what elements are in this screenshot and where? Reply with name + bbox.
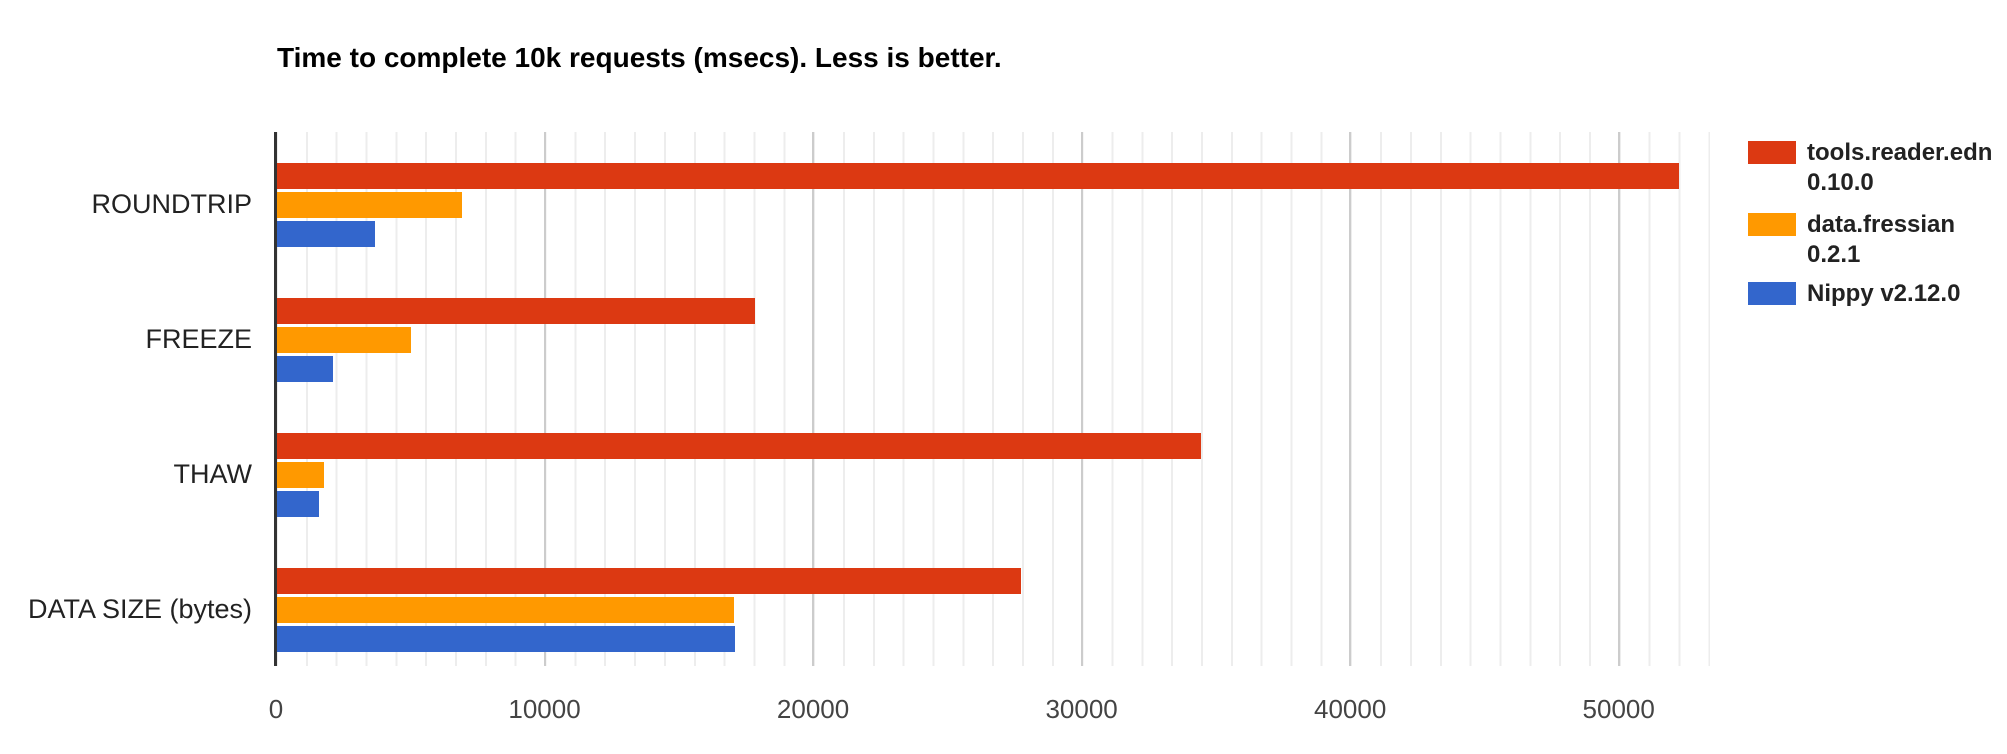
plot-area xyxy=(274,132,1710,666)
bar-roundtrip-series-2[interactable] xyxy=(277,221,375,247)
category-label: ROUNDTRIP xyxy=(91,189,253,219)
x-tick-label: 10000 xyxy=(508,694,581,724)
x-tick-label: 30000 xyxy=(1045,694,1118,724)
bar-thaw-series-2[interactable] xyxy=(277,491,319,517)
major-gridline xyxy=(543,132,546,666)
bar-freeze-series-2[interactable] xyxy=(277,356,333,382)
category-label: FREEZE xyxy=(145,324,252,354)
bar-freeze-series-1[interactable] xyxy=(277,327,411,353)
bar-data-size-bytes-series-1[interactable] xyxy=(277,597,734,623)
bar-data-size-bytes-series-2[interactable] xyxy=(277,626,735,652)
legend-label: Nippy v2.12.0 xyxy=(1807,280,1961,307)
category-label: THAW xyxy=(173,459,252,489)
legend-swatch-icon xyxy=(1748,213,1796,236)
legend-swatch-icon xyxy=(1748,141,1796,164)
x-tick-label: 20000 xyxy=(776,694,850,724)
legend-label: data.fressian 0.2.1 xyxy=(1807,211,1956,268)
bar-roundtrip-series-0[interactable] xyxy=(277,163,1679,189)
major-gridline xyxy=(1349,132,1352,666)
category-label: DATA SIZE (bytes) xyxy=(27,594,252,624)
bar-data-size-bytes-series-0[interactable] xyxy=(277,568,1021,594)
major-gridline xyxy=(812,132,815,666)
bar-freeze-series-0[interactable] xyxy=(277,298,755,324)
bar-thaw-series-1[interactable] xyxy=(277,462,324,488)
y-axis-baseline xyxy=(274,132,277,666)
x-tick-label: 40000 xyxy=(1314,694,1387,724)
legend-label: tools.reader.edn 0.10.0 xyxy=(1807,139,1993,196)
chart-title: Time to complete 10k requests (msecs). L… xyxy=(277,42,1002,73)
x-tick-label: 0 xyxy=(268,694,284,724)
x-tick-label: 50000 xyxy=(1582,694,1655,724)
bar-roundtrip-series-1[interactable] xyxy=(277,192,462,218)
bar-thaw-series-0[interactable] xyxy=(277,433,1201,459)
major-gridline xyxy=(1080,132,1083,666)
legend-swatch-icon xyxy=(1748,282,1796,305)
major-gridline xyxy=(1617,132,1620,666)
